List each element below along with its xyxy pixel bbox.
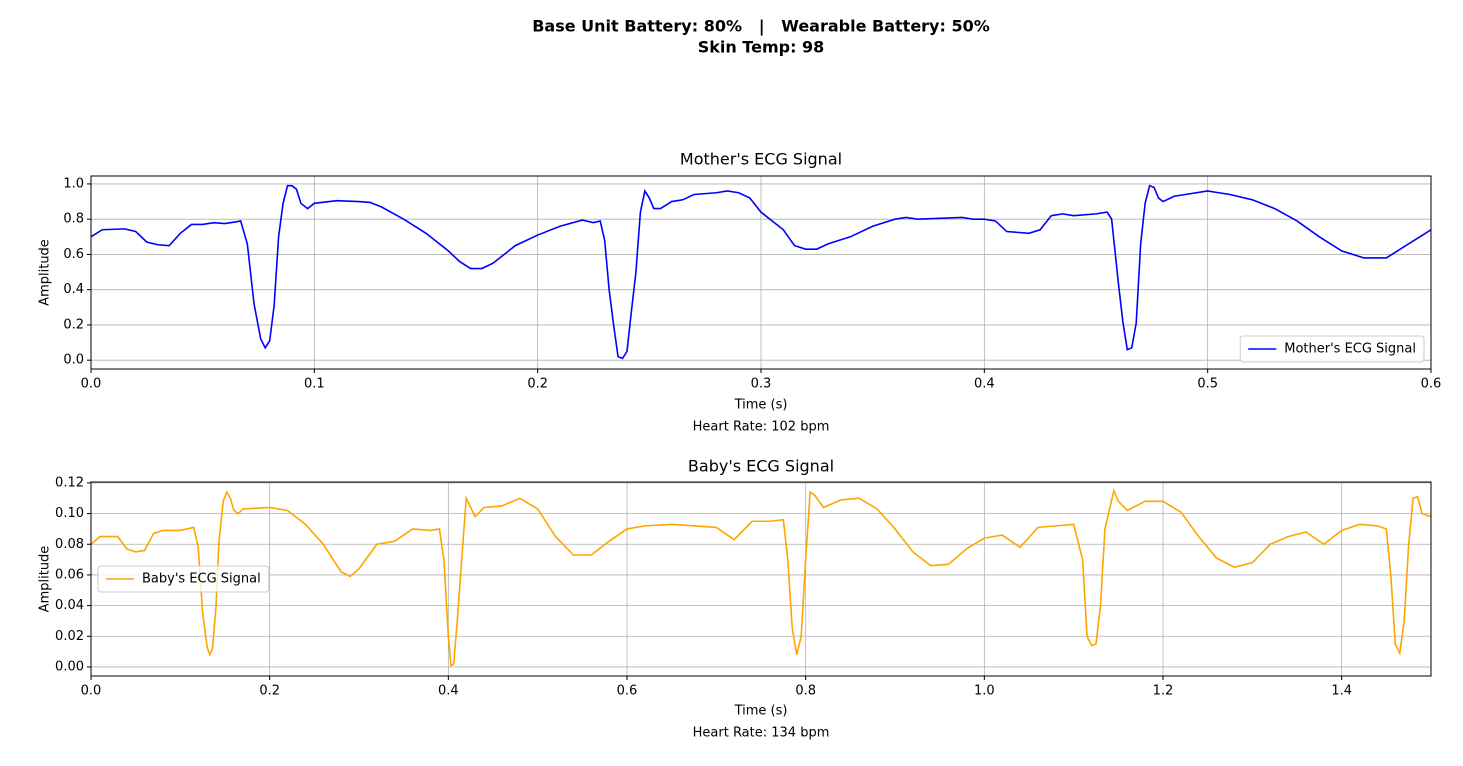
y-tick-label: 0.00 [55, 659, 84, 674]
y-axis-label: Amplitude [38, 239, 53, 306]
ecg-line [91, 487, 1431, 667]
y-tick-label: 0.6 [63, 247, 84, 262]
y-tick-label: 0.02 [55, 629, 84, 644]
chart-title: Baby's ECG Signal [688, 457, 834, 476]
battery-status: Base Unit Battery: 80% | Wearable Batter… [532, 17, 990, 37]
legend-label: Baby's ECG Signal [142, 572, 261, 587]
y-tick-label: 0.4 [63, 282, 84, 297]
x-tick-label: 1.2 [1153, 684, 1174, 699]
x-axis-label: Time (s) [734, 398, 788, 413]
x-tick-label: 0.1 [304, 377, 325, 392]
x-tick-label: 0.4 [438, 684, 459, 699]
x-tick-label: 0.6 [1421, 377, 1442, 392]
x-tick-label: 0.2 [527, 377, 548, 392]
legend-label: Mother's ECG Signal [1284, 342, 1416, 357]
plot-frame [90, 175, 1432, 370]
x-tick-label: 0.2 [259, 684, 280, 699]
y-tick-label: 0.06 [55, 567, 84, 582]
skin-temp: Skin Temp: 98 [698, 38, 825, 57]
y-tick-label: 0.08 [55, 537, 84, 552]
plot-frame [90, 481, 1432, 677]
x-tick-label: 0.0 [81, 684, 102, 699]
x-tick-label: 0.5 [1197, 377, 1218, 392]
ecg-line [91, 184, 1431, 360]
chart-title: Mother's ECG Signal [680, 150, 842, 169]
heart-rate: Heart Rate: 134 bpm [693, 726, 830, 741]
y-tick-label: 0.10 [55, 506, 84, 521]
heart-rate: Heart Rate: 102 bpm [693, 420, 830, 435]
legend: Baby's ECG Signal [97, 565, 270, 593]
x-tick-label: 0.0 [81, 377, 102, 392]
x-tick-label: 0.3 [751, 377, 772, 392]
x-tick-label: 1.0 [974, 684, 995, 699]
x-tick-label: 0.8 [795, 684, 816, 699]
y-tick-label: 0.0 [63, 353, 84, 368]
y-tick-label: 0.2 [63, 317, 84, 332]
legend-box [97, 565, 270, 593]
x-tick-label: 0.4 [974, 377, 995, 392]
x-tick-label: 1.4 [1331, 684, 1352, 699]
legend: Mother's ECG Signal [1239, 335, 1425, 363]
y-tick-label: 0.8 [63, 212, 84, 227]
y-axis-label: Amplitude [38, 546, 53, 613]
y-tick-label: 0.12 [55, 475, 84, 490]
y-tick-label: 0.04 [55, 598, 84, 613]
legend-box [1239, 335, 1425, 363]
x-axis-label: Time (s) [734, 704, 788, 719]
x-tick-label: 0.6 [617, 684, 638, 699]
y-tick-label: 1.0 [63, 176, 84, 191]
